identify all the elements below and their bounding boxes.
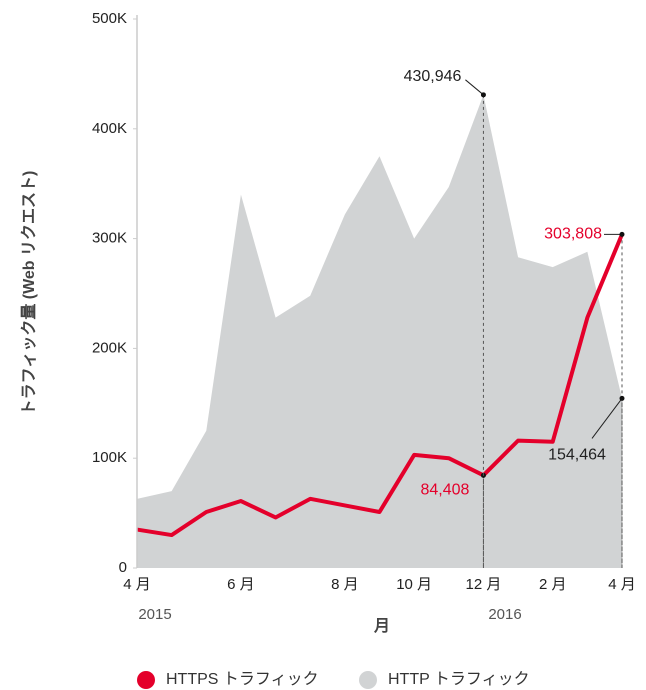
point [619, 395, 625, 401]
x-tick-label: 8 月 [331, 576, 359, 593]
x-tick-label: 2 月 [539, 576, 567, 593]
value-label: 154,464 [548, 447, 606, 464]
leader-line [591, 398, 623, 439]
line [136, 233, 624, 538]
legend-swatch [137, 671, 155, 689]
point [480, 92, 486, 98]
y-tick-label: 200K [92, 339, 127, 356]
legend-label: HTTPS トラフィック [166, 670, 319, 688]
area [137, 94, 622, 568]
x-axis-title: 月 [373, 617, 390, 635]
y-axis-title: トラフィック量 (Web リクエスト) [20, 171, 38, 416]
point [619, 231, 625, 237]
y-tick-label: 500K [92, 10, 127, 27]
leader-line [465, 79, 484, 96]
x-tick-label: 10 月 [396, 576, 432, 593]
x-tick-label: 4 月 [123, 576, 151, 593]
x-tick-label: 4 月 [608, 576, 636, 593]
year-label: 2016 [488, 606, 521, 623]
x-tick-label: 6 月 [227, 576, 255, 593]
year-label: 2015 [138, 606, 171, 623]
y-tick-label: 0 [119, 559, 127, 576]
legend-swatch [359, 671, 377, 689]
value-label: 84,408 [420, 482, 469, 499]
y-tick-label: 100K [92, 449, 127, 466]
y-tick-label: 300K [92, 230, 127, 247]
value-label: 303,808 [544, 226, 602, 243]
legend-label: HTTP トラフィック [388, 670, 530, 688]
y-tick-label: 400K [92, 120, 127, 137]
x-tick-label: 12 月 [465, 576, 501, 593]
value-label: 430,946 [404, 68, 462, 85]
